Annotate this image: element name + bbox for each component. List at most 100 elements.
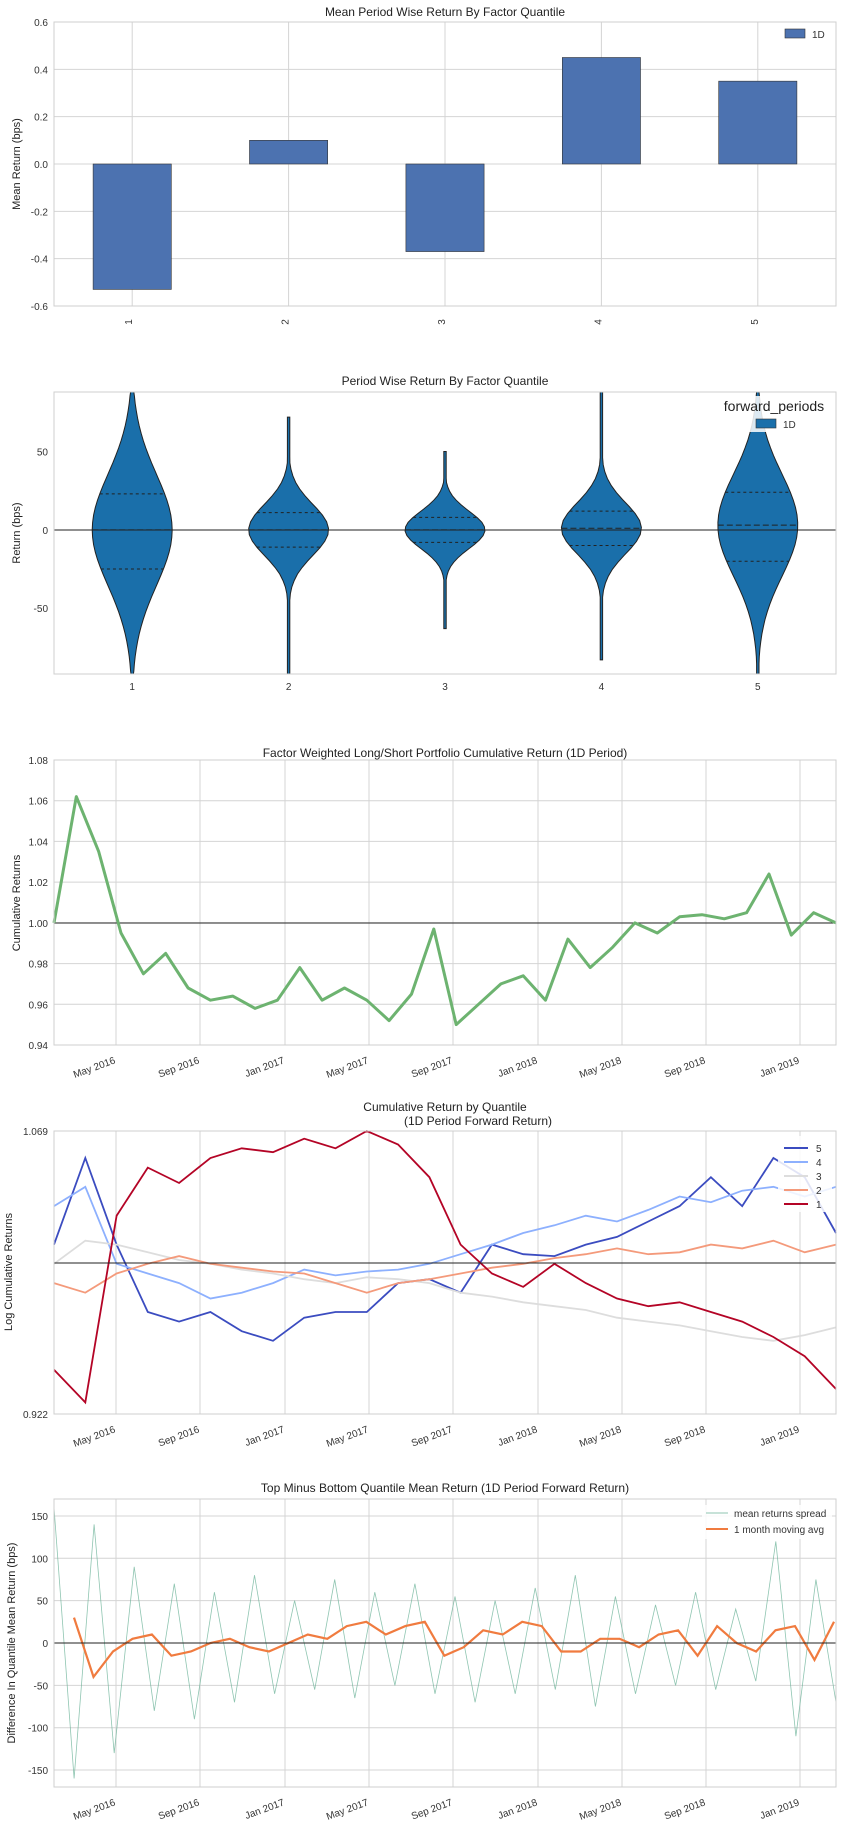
chart1-frame <box>53 21 837 307</box>
chart5-xtick-label: Sep 2016 <box>157 1797 201 1822</box>
chart1-ytick-label: 0.4 <box>34 65 48 76</box>
chart1-ytick-label: -0.4 <box>31 255 49 266</box>
chart5-xtick-label: Sep 2017 <box>410 1797 454 1822</box>
chart1-ytick-label: 0.0 <box>34 160 48 171</box>
chart1-bar <box>718 80 798 165</box>
chart4-series-line <box>53 1239 837 1342</box>
chart4-xtick-label: Jan 2018 <box>497 1424 540 1449</box>
chart4-xtick-label: Sep 2017 <box>410 1424 454 1449</box>
chart4-xtick-label: May 2016 <box>72 1424 117 1450</box>
chart4-xtick-label: Sep 2016 <box>157 1424 201 1449</box>
chart5-moving-avg-line <box>72 1617 835 1680</box>
chart1-ylabel: Mean Return (bps) <box>11 118 23 210</box>
chart4-series-line <box>53 1155 837 1342</box>
chart4-frame <box>53 1130 837 1415</box>
chart4-xtick-label: May 2018 <box>578 1424 623 1450</box>
chart3-xtick-label: Jan 2017 <box>244 1055 287 1080</box>
chart3-frame <box>53 759 837 1046</box>
chart5-yticks: 150 100 50 0 -50 -100 -150 <box>28 1512 48 1777</box>
chart4-legend-label: 4 <box>816 1158 822 1169</box>
chart2-frame <box>53 391 837 675</box>
chart2-ylabel: Return (bps) <box>11 502 23 563</box>
chart2-violin-body <box>560 391 642 661</box>
chart1-ytick-label: -0.2 <box>31 207 49 218</box>
chart-top-minus-bottom: Top Minus Bottom Quantile Mean Return (1… <box>6 1481 837 1823</box>
chart5-ytick-label: 50 <box>37 1597 49 1608</box>
chart3-xtick-label: May 2018 <box>578 1055 623 1081</box>
chart4-legend-label: 3 <box>816 1172 822 1183</box>
chart4-xtick-label: Jan 2017 <box>244 1424 287 1449</box>
chart2-yticks: 50 0 -50 <box>34 448 49 616</box>
chart2-violin-body <box>248 416 330 675</box>
chart1-legend-label: 1D <box>812 30 825 41</box>
chart4-grid <box>115 1131 801 1414</box>
chart3-ytick-label: 1.04 <box>29 837 49 848</box>
chart1-bar <box>405 163 485 252</box>
chart2-xtick-label: 2 <box>286 682 292 693</box>
chart4-legend-label: 5 <box>816 1144 822 1155</box>
chart1-bar <box>249 140 328 165</box>
chart1-xtick-label: 4 <box>593 319 604 325</box>
chart2-xtick-label: 5 <box>755 682 761 693</box>
chart2-xtick-label: 1 <box>129 682 135 693</box>
chart5-legend: mean returns spread 1 month moving avg <box>702 1505 832 1539</box>
chart4-series-line <box>53 1239 837 1294</box>
chart1-legend: 1D <box>784 28 825 41</box>
chart2-violin-body <box>91 391 173 675</box>
chart3-ylabel: Cumulative Returns <box>11 854 23 951</box>
chart3-xtick-label: May 2016 <box>72 1055 117 1081</box>
chart5-legend-box <box>702 1505 832 1539</box>
chart3-xtick-label: Jan 2019 <box>759 1055 802 1080</box>
chart1-xtick-label: 1 <box>124 319 135 325</box>
chart4-ytick-label: 0.922 <box>23 1410 48 1421</box>
chart1-ytick-label: 0.2 <box>34 113 48 124</box>
chart2-violin-body <box>717 391 799 675</box>
chart4-ylabel: Log Cumulative Returns <box>3 1213 15 1332</box>
chart1-bar <box>92 163 172 290</box>
chart-violin: Period Wise Return By Factor Quantile 50… <box>11 374 837 693</box>
chart4-legend-label: 2 <box>816 1186 822 1197</box>
chart4-xtick-label: Jan 2019 <box>759 1424 802 1449</box>
chart5-legend-label-spread: mean returns spread <box>734 1509 826 1520</box>
chart2-legend-title: forward_periods <box>724 398 824 414</box>
chart3-xtick-label: Jan 2018 <box>497 1055 540 1080</box>
chart4-series-line <box>53 1129 837 1405</box>
chart5-ylabel: Difference In Quantile Mean Return (bps) <box>6 1543 18 1744</box>
chart4-legend-label: 1 <box>816 1200 822 1211</box>
chart4-series-line <box>53 1185 837 1300</box>
chart1-title: Mean Period Wise Return By Factor Quanti… <box>325 5 565 19</box>
chart2-xtick-label: 3 <box>442 682 448 693</box>
chart2-ytick-label: -50 <box>34 604 49 615</box>
chart3-ytick-label: 1.08 <box>29 756 49 767</box>
chart5-ytick-label: -150 <box>28 1766 48 1777</box>
chart2-ytick-label: 0 <box>42 526 48 537</box>
chart5-spread-line <box>53 1507 837 1779</box>
chart3-ytick-label: 0.98 <box>29 960 49 971</box>
chart2-xticks: 1 2 3 4 5 <box>129 682 761 693</box>
chart3-ytick-label: 0.96 <box>29 1000 49 1011</box>
chart2-violins <box>91 391 799 675</box>
chart1-bars <box>92 57 798 290</box>
chart3-ytick-label: 0.94 <box>29 1041 49 1052</box>
chart4-yticks: 1.069 0.922 <box>23 1127 48 1421</box>
chart5-xtick-label: May 2017 <box>325 1797 370 1823</box>
chart4-ytick-label: 1.069 <box>23 1127 48 1138</box>
chart-mean-return-bar: Mean Period Wise Return By Factor Quanti… <box>11 5 837 325</box>
chart5-ytick-label: -50 <box>34 1681 49 1692</box>
chart5-xtick-label: Jan 2019 <box>759 1797 802 1822</box>
chart5-xtick-label: May 2018 <box>578 1797 623 1823</box>
chart5-ytick-label: 0 <box>42 1639 48 1650</box>
chart3-line <box>52 795 837 1027</box>
chart4-title-line2: (1D Period Forward Return) <box>404 1114 552 1128</box>
chart4-title-line1: Cumulative Return by Quantile <box>363 1100 527 1114</box>
chart4-xticks: May 2016 Sep 2016 Jan 2017 May 2017 Sep 2017… <box>72 1424 801 1450</box>
chart-factor-cumulative: Factor Weighted Long/Short Portfolio Cum… <box>11 746 837 1081</box>
chart5-xtick-label: Sep 2018 <box>663 1797 707 1822</box>
chart2-legend-label: 1D <box>783 420 796 431</box>
chart4-lines <box>53 1129 837 1405</box>
chart2-legend: forward_periods 1D <box>718 396 830 432</box>
chart3-xtick-label: May 2017 <box>325 1055 370 1081</box>
chart1-legend-swatch <box>784 28 806 39</box>
chart5-xtick-label: Jan 2017 <box>244 1797 287 1822</box>
chart3-title: Factor Weighted Long/Short Portfolio Cum… <box>263 746 628 760</box>
